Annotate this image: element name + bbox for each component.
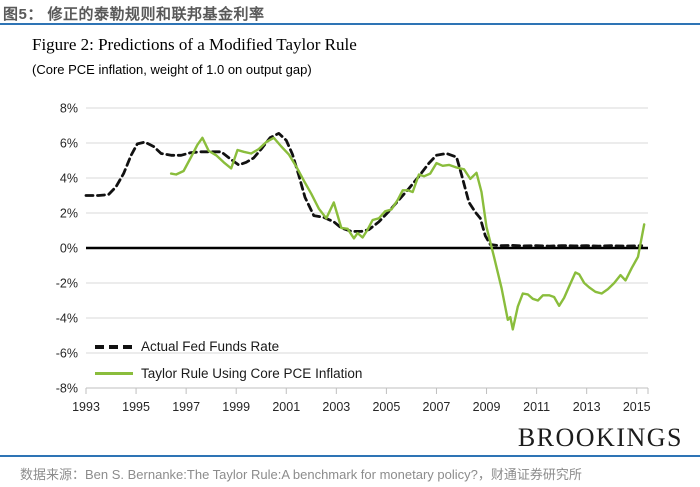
taylor-rule-chart: Figure 2: Predictions of a Modified Tayl…: [0, 27, 700, 455]
legend-label: Taylor Rule Using Core PCE Inflation: [141, 366, 363, 381]
x-axis-tick-label: 2011: [523, 400, 550, 414]
solid-line-swatch-icon: [95, 372, 133, 375]
plot-area: 8% 6% 4% 2% 0% -2% -4% -6% -8% 1993 1995 1997 1999 20…: [56, 102, 651, 415]
chart-subtitle: (Core PCE inflation, weight of 1.0 on ou…: [32, 62, 312, 77]
dashed-line-swatch-icon: [95, 344, 133, 349]
x-axis-tick-label: 2001: [272, 400, 300, 414]
y-axis-tick-label: 0%: [60, 242, 78, 256]
legend-item-taylor-rule: Taylor Rule Using Core PCE Inflation: [95, 360, 362, 387]
y-axis-tick-label: -6%: [56, 347, 78, 361]
y-axis-tick-label: 4%: [60, 172, 78, 186]
y-axis-tick-label: 6%: [60, 137, 78, 151]
source-text: 数据来源：Ben S. Bernanke:The Taylor Rule:A b…: [20, 467, 582, 482]
series-line-actual-fed-funds: [84, 132, 644, 248]
chart-legend: Actual Fed Funds Rate Taylor Rule Using …: [95, 333, 362, 387]
y-axis-tick-label: -2%: [56, 277, 78, 291]
y-axis-tick-label: -8%: [56, 382, 78, 396]
x-axis-tick-label: 1993: [72, 400, 100, 414]
figure-header-title: 图5： 修正的泰勒规则和联邦基金利率: [3, 6, 265, 23]
x-axis-tick-label: 1999: [222, 400, 250, 414]
y-axis-tick-label: 8%: [60, 102, 78, 116]
x-axis-tick-label: 1995: [122, 400, 150, 414]
x-axis-tick-label: 1997: [172, 400, 200, 414]
x-axis-tick-label: 2007: [423, 400, 451, 414]
brookings-watermark: BROOKINGS: [517, 423, 683, 452]
x-axis-tick-label: 2005: [372, 400, 400, 414]
source-footer: 数据来源：Ben S. Bernanke:The Taylor Rule:A b…: [0, 455, 700, 487]
x-axis-tick-label: 2015: [623, 400, 651, 414]
y-axis-tick-label: -4%: [56, 312, 78, 326]
legend-item-actual-fed-funds: Actual Fed Funds Rate: [95, 333, 362, 360]
y-axis-tick-label: 2%: [60, 207, 78, 221]
legend-label: Actual Fed Funds Rate: [141, 339, 280, 354]
x-axis-tick-label: 2003: [322, 400, 350, 414]
series-line-taylor-rule: [169, 136, 646, 331]
x-axis-tick-label: 2013: [573, 400, 601, 414]
figure-header: 图5： 修正的泰勒规则和联邦基金利率: [0, 0, 700, 25]
x-axis-tick-label: 2009: [473, 400, 501, 414]
chart-title: Figure 2: Predictions of a Modified Tayl…: [32, 35, 357, 54]
